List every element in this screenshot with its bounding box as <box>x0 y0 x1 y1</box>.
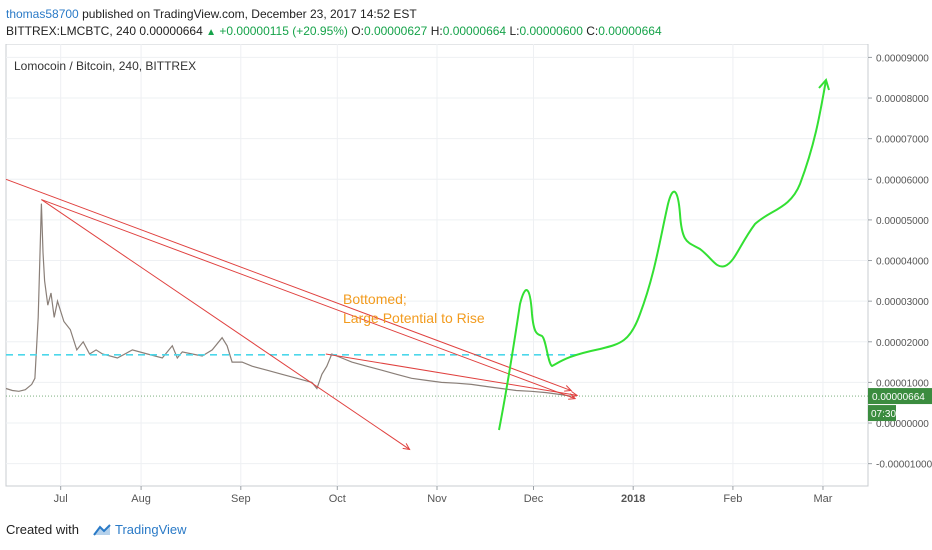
x-tick-label: Aug <box>131 493 151 505</box>
chart-header: thomas58700 published on TradingView.com… <box>6 6 662 41</box>
current-price-tag <box>868 388 932 405</box>
trendline-4 <box>325 353 578 396</box>
publish-info: published on TradingView.com, December 2… <box>82 7 417 21</box>
y-tick-label: 0.00007000 <box>876 135 929 146</box>
y-tick-label: 0.00005000 <box>876 216 929 227</box>
ohlc-line: BITTREX:LMCBTC, 240 0.00000664 ▲ +0.0000… <box>6 23 662 41</box>
projection-arrowhead <box>818 77 830 91</box>
trendline-arrowhead <box>402 443 411 451</box>
y-tick-label: 0.00006000 <box>876 175 929 186</box>
projection-path <box>498 79 827 431</box>
x-tick-label: Feb <box>723 493 742 505</box>
trendline-arrowhead <box>570 390 579 398</box>
x-tick-label: Mar <box>813 493 832 505</box>
created-with-label: Created with <box>6 522 79 537</box>
price-series-line <box>5 203 572 397</box>
low-label: L: <box>509 24 520 38</box>
x-tick-label: 2018 <box>621 493 645 505</box>
price-change: +0.00000115 (+20.95%) <box>219 24 348 38</box>
low-value: 0.00000600 <box>519 24 583 38</box>
author-link[interactable]: thomas58700 <box>6 7 79 21</box>
footer: Created with TradingView <box>6 522 187 537</box>
current-price-tag-label: 0.00000664 <box>872 392 925 403</box>
y-tick-label: -0.00001000 <box>876 460 932 471</box>
y-tick-label: 0.00004000 <box>876 257 929 268</box>
tradingview-brand-label: TradingView <box>114 522 187 537</box>
open-value: 0.00000627 <box>363 24 428 38</box>
x-tick-label: Jul <box>54 493 68 505</box>
annotation-line-2: Large Potential to Rise <box>343 310 485 326</box>
last-price: 0.00000664 <box>139 24 203 38</box>
y-tick-label: 0.00008000 <box>876 94 929 105</box>
y-tick-label: 0.00003000 <box>876 297 929 308</box>
close-value: 0.00000664 <box>598 24 662 38</box>
trendline-3 <box>41 199 410 450</box>
y-tick-label: 0.00000000 <box>876 419 929 430</box>
x-tick-label: Dec <box>524 493 544 505</box>
countdown-tag <box>868 405 896 422</box>
tradingview-brand[interactable]: TradingView <box>85 522 187 537</box>
price-chart[interactable]: 0.00009000 0.00008000 0.00007000 0.00006000… <box>0 44 932 514</box>
trendline-2 <box>41 199 576 400</box>
high-value: 0.00000664 <box>442 24 507 38</box>
x-tick-label: Oct <box>329 493 346 505</box>
open-label: O: <box>351 24 364 38</box>
close-label: C: <box>586 24 599 38</box>
y-tick-label: 0.00001000 <box>876 378 929 389</box>
countdown-tag-label: 07:30 <box>871 409 896 420</box>
trendline-1 <box>5 178 572 391</box>
annotation-line-1: Bottomed; <box>343 291 407 307</box>
trendline-arrowhead <box>568 393 577 400</box>
x-tick-label: Nov <box>427 493 447 505</box>
high-label: H: <box>430 24 443 38</box>
publish-line: thomas58700 published on TradingView.com… <box>6 6 662 23</box>
symbol-label: BITTREX:LMCBTC, 240 <box>6 24 137 38</box>
y-tick-label: 0.00009000 <box>876 53 929 64</box>
tradingview-logo-icon <box>93 523 111 536</box>
trendline-arrowhead <box>564 385 573 392</box>
x-tick-label: Sep <box>231 493 251 505</box>
y-tick-label: 0.00002000 <box>876 338 929 349</box>
up-arrow-icon: ▲ <box>206 27 217 38</box>
chart-title: Lomocoin / Bitcoin, 240, BITTREX <box>14 59 196 73</box>
